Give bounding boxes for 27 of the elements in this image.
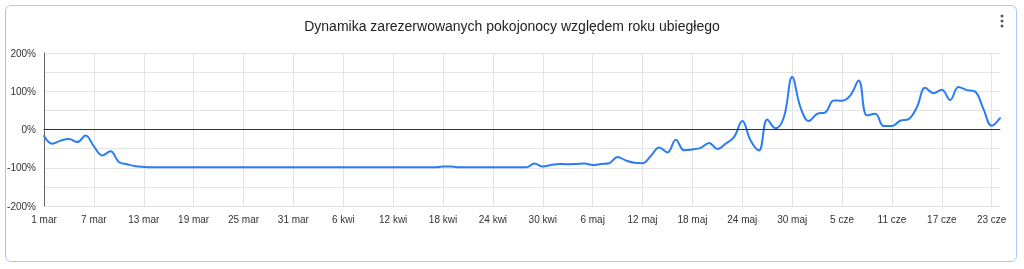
x-tick-label: 11 cze: [877, 213, 907, 225]
x-tick-label: 24 kwi: [478, 213, 508, 225]
x-tick-label: 6 kwi: [331, 213, 355, 225]
y-tick-label: 100%: [10, 85, 37, 97]
x-tick-label: 7 mar: [81, 213, 108, 225]
x-tick-label: 1 mar: [31, 213, 58, 225]
x-tick-label: 13 mar: [128, 213, 160, 225]
x-tick-label: 12 kwi: [378, 213, 408, 225]
x-tick-label: 18 kwi: [428, 213, 458, 225]
chart-title: Dynamika zarezerwowanych pokojonocy względem roku ubiegłego: [304, 18, 720, 34]
y-tick-label: 0%: [21, 124, 37, 135]
x-tick-label: 6 maj: [580, 213, 605, 225]
x-tick-label: 24 maj: [727, 213, 758, 225]
y-tick-label: 200%: [10, 47, 37, 59]
x-tick-label: 18 maj: [677, 213, 708, 225]
x-tick-label: 12 maj: [627, 213, 658, 225]
y-tick-label: -200%: [7, 200, 37, 212]
x-tick-label: 5 cze: [830, 213, 855, 225]
x-tick-label: 19 mar: [178, 213, 210, 225]
x-tick-label: 30 kwi: [528, 213, 557, 225]
y-tick-label: -100%: [7, 162, 37, 174]
x-tick-label: 23 cze: [976, 213, 1007, 225]
x-tick-label: 31 mar: [277, 213, 310, 225]
x-tick-label: 25 mar: [227, 213, 260, 225]
line-series: [43, 76, 1001, 169]
x-tick-label: 17 cze: [927, 213, 957, 225]
x-tick-label: 30 maj: [777, 213, 808, 225]
